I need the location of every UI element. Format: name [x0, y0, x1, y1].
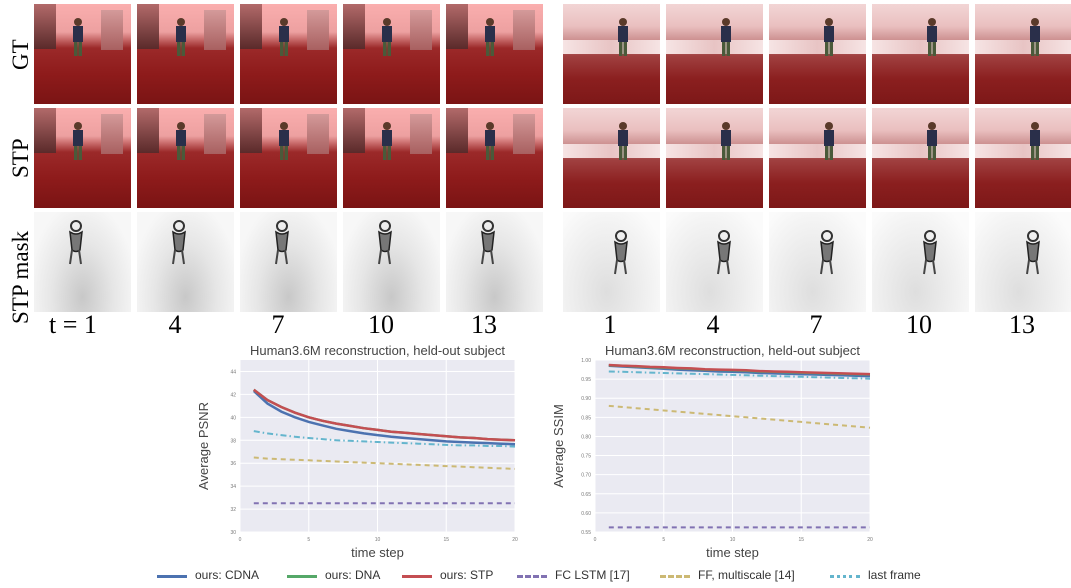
legend-swatch [830, 575, 860, 578]
video-frame [666, 4, 763, 104]
x-tick-label: 5 [307, 537, 310, 543]
video-frame [563, 4, 660, 104]
y-tick-label: 44 [230, 369, 236, 375]
legend-label: FC LSTM [17] [555, 568, 630, 582]
y-tick-label: 0.85 [581, 415, 591, 421]
time-label: 13 [471, 310, 497, 339]
x-tick-label: 5 [662, 537, 665, 543]
time-label: 7 [271, 310, 285, 339]
x-tick-label: 20 [867, 537, 873, 543]
mask-frame [563, 212, 660, 312]
x-tick-label: 0 [239, 537, 242, 543]
y-tick-label: 1.00 [581, 358, 591, 364]
y-tick-label: 34 [230, 484, 236, 490]
x-tick-label: 10 [730, 537, 736, 543]
time-label: 10 [368, 310, 394, 339]
legend-label: ours: DNA [325, 568, 381, 582]
chart-title: Human3.6M reconstruction, held-out subje… [605, 343, 860, 358]
video-frame [769, 4, 866, 104]
y-tick-label: 30 [230, 530, 236, 536]
series-line [608, 404, 871, 429]
time-label: 4 [706, 310, 720, 339]
video-frame [446, 108, 543, 208]
time-label: 4 [168, 310, 182, 339]
chart-title: Human3.6M reconstruction, held-out subje… [250, 343, 505, 358]
time-label: t = 1 [49, 310, 97, 339]
mask-frame [240, 212, 337, 312]
series-line [608, 363, 871, 376]
mask-frame [666, 212, 763, 312]
video-frame [137, 4, 234, 104]
legend-swatch [287, 575, 317, 578]
y-axis-label: Average PSNR [196, 402, 211, 490]
x-axis-label: time step [351, 545, 404, 560]
row-label-gt: GT [8, 39, 33, 70]
series-line [253, 456, 516, 470]
y-tick-label: 0.95 [581, 377, 591, 383]
video-frame [872, 108, 969, 208]
y-tick-label: 0.60 [581, 511, 591, 517]
time-label: 1 [603, 310, 617, 339]
row-label-stp: STP [8, 138, 33, 178]
row-label-stp-mask: STP mask [8, 230, 33, 324]
legend-swatch [517, 575, 547, 578]
x-tick-label: 20 [512, 537, 518, 543]
y-tick-label: 0.90 [581, 396, 591, 402]
video-frame [343, 4, 440, 104]
mask-frame [446, 212, 543, 312]
y-tick-label: 32 [230, 507, 236, 513]
mask-frame [343, 212, 440, 312]
x-tick-label: 0 [594, 537, 597, 543]
x-tick-label: 15 [798, 537, 804, 543]
mask-frame [769, 212, 866, 312]
series-line [253, 430, 516, 448]
psnr-chart: 30 32 34 36 38 40 42 44 0 5 10 15 20 Human3.6M recons… [196, 343, 518, 560]
legend-label: FF, multiscale [14] [698, 568, 795, 582]
video-frame [975, 108, 1071, 208]
x-tick-label: 15 [443, 537, 449, 543]
video-frame [872, 4, 969, 104]
video-frame [240, 4, 337, 104]
video-frame [34, 108, 131, 208]
mask-frame [137, 212, 234, 312]
y-tick-label: 38 [230, 438, 236, 444]
mask-frame [34, 212, 131, 312]
y-tick-label: 0.75 [581, 454, 591, 460]
series-line [252, 390, 516, 446]
video-frame [240, 108, 337, 208]
legend-label: last frame [868, 568, 921, 582]
series-line [608, 370, 871, 380]
mask-frame [975, 212, 1071, 312]
chart-legend: ours: CDNA ours: DNA ours: STP FC LSTM [17]… [0, 566, 1071, 586]
ssim-chart: 0.55 0.60 0.65 0.70 0.75 0.80 0.85 0.90 0.95 1.00… [551, 343, 873, 560]
video-frame [563, 108, 660, 208]
series-line [253, 388, 516, 442]
video-frame [666, 108, 763, 208]
legend-swatch [157, 575, 187, 578]
time-label: 13 [1009, 310, 1035, 339]
x-tick-label: 10 [375, 537, 381, 543]
legend-swatch [402, 575, 432, 578]
x-axis-label: time step [706, 545, 759, 560]
y-tick-label: 0.70 [581, 473, 591, 479]
video-frame [975, 4, 1071, 104]
y-tick-label: 40 [230, 415, 236, 421]
y-tick-label: 36 [230, 461, 236, 467]
video-frame [343, 108, 440, 208]
y-tick-label: 0.80 [581, 434, 591, 440]
mask-frame [872, 212, 969, 312]
legend-label: ours: CDNA [195, 568, 260, 582]
video-frame [446, 4, 543, 104]
y-tick-label: 42 [230, 392, 236, 398]
legend-swatch [660, 575, 690, 578]
time-label: 7 [809, 310, 823, 339]
legend-label: ours: STP [440, 568, 494, 582]
y-tick-label: 0.65 [581, 492, 591, 498]
video-frame [137, 108, 234, 208]
video-frame [769, 108, 866, 208]
time-label: 10 [906, 310, 932, 339]
y-tick-label: 0.55 [581, 530, 591, 536]
y-axis-label: Average SSIM [551, 404, 566, 488]
video-frame [34, 4, 131, 104]
